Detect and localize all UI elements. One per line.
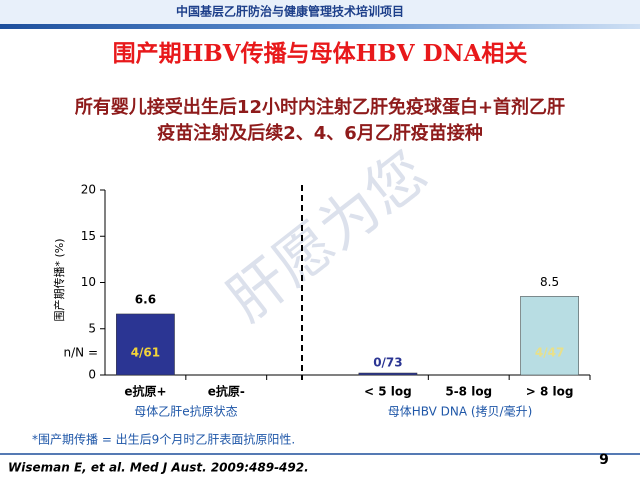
x-tick-label: e抗原- (208, 384, 245, 399)
header-text: 中国基层乙肝防治与健康管理技术培训项目 (176, 4, 404, 19)
count-label: 0/73 (373, 356, 402, 370)
group-label: 母体HBV DNA (拷贝/毫升) (388, 404, 533, 419)
y-tick-label: 0 (88, 368, 96, 382)
bar (116, 313, 175, 376)
group-label: 母体乙肝e抗原状态 (134, 404, 237, 419)
value-label: 6.6 (135, 292, 156, 306)
chart-title: 围产期HBV传播与母体HBV DNA相关 (113, 40, 528, 67)
header-band (0, 0, 640, 24)
y-tick-label: 20 (81, 183, 96, 197)
y-tick-label: 10 (81, 275, 96, 289)
watermark: 肝愿为您 (215, 138, 440, 334)
header-stripe (0, 24, 640, 29)
value-label: 8.5 (540, 275, 559, 289)
bar (520, 296, 579, 376)
citation: Wiseman E, et al. Med J Aust. 2009:489-4… (8, 461, 309, 475)
y-tick-label: 15 (81, 229, 96, 243)
y-tick-label: 5 (88, 321, 96, 335)
bar (358, 372, 418, 376)
subtitle: 疫苗注射及后续2、4、6月乙肝疫苗接种 (157, 122, 483, 144)
x-tick-label: > 8 log (526, 385, 574, 399)
x-tick-label: e抗原+ (124, 384, 166, 399)
count-label: 4/47 (535, 346, 564, 360)
x-tick-label: < 5 log (364, 385, 412, 399)
footnote: *围产期传播 = 出生后9个月时乙肝表面抗原阳性. (32, 432, 295, 447)
count-label: 4/61 (131, 346, 160, 360)
subtitle: 所有婴儿接受出生后12小时内注射乙肝免疫球蛋白+首剂乙肝 (75, 96, 565, 118)
y-axis-label: 围产期传播* (%) (52, 238, 66, 321)
counts-label: n/N = (64, 346, 99, 360)
page-number: 9 (599, 452, 609, 468)
x-tick-label: 5-8 log (445, 385, 492, 399)
